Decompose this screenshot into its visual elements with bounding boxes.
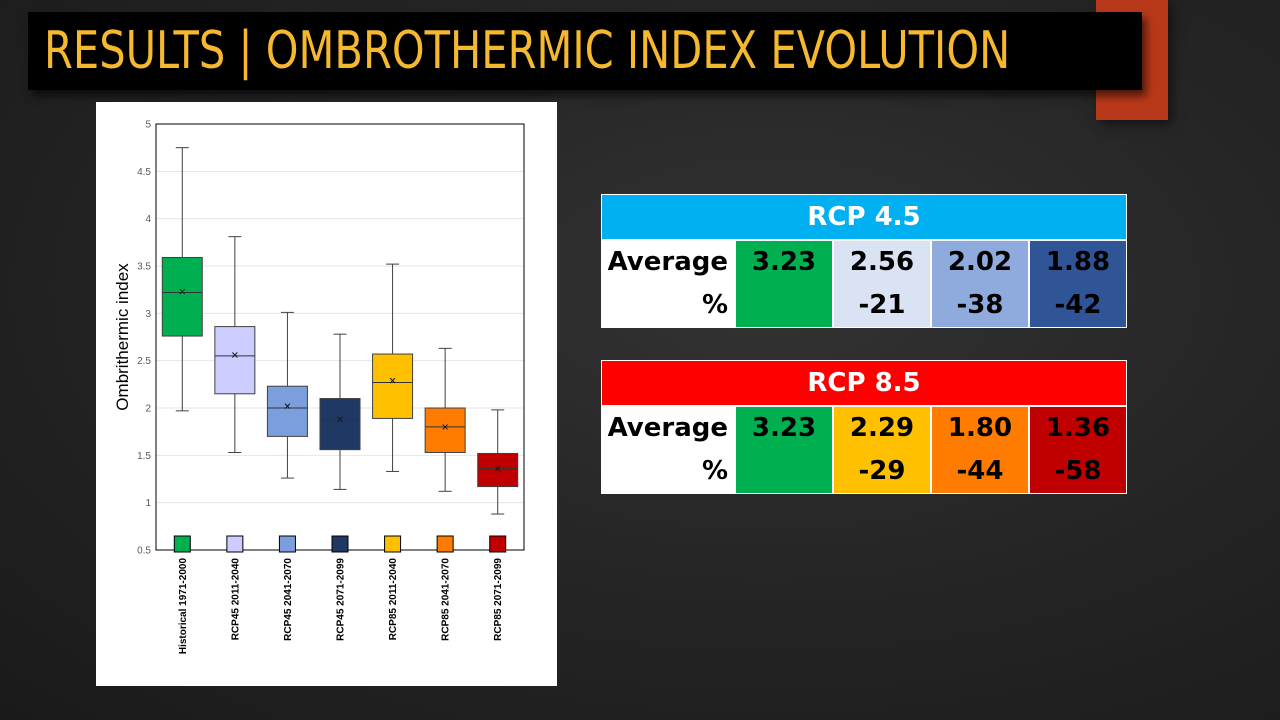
chart-panel: 5 4.5 4 3.5 3 2.5 2 1.5 1 0.5 Ombrithermic index Hi… bbox=[96, 102, 557, 686]
mean-marker bbox=[284, 403, 291, 409]
rcp45-average-2011-2040: 2.56 bbox=[849, 247, 915, 277]
category-swatch bbox=[331, 535, 349, 553]
category-swatch bbox=[489, 535, 507, 553]
page-title: RESULTS | OMBROTHERMIC INDEX EVOLUTION bbox=[44, 21, 1011, 81]
x-tick-label: RCP45 2011-2040 bbox=[230, 558, 241, 641]
rcp45-header: RCP 4.5 bbox=[602, 195, 1126, 239]
rcp85-average-2011-2040: 2.29 bbox=[849, 413, 915, 443]
rcp85-header: RCP 8.5 bbox=[602, 361, 1126, 405]
rcp45-average-2041-2070: 2.02 bbox=[947, 247, 1013, 277]
category-swatch bbox=[226, 535, 244, 553]
box-plot-chart: 5 4.5 4 3.5 3 2.5 2 1.5 1 0.5 Ombrithermic index Hi… bbox=[113, 120, 525, 655]
rcp85-cell-2011-2040: 2.29 -29 bbox=[834, 407, 930, 493]
rcp85-percent-2041-2070: -44 bbox=[956, 456, 1004, 486]
y-tick-label: 3 bbox=[145, 309, 151, 320]
y-tick-label: 0.5 bbox=[137, 546, 151, 557]
mean-marker bbox=[232, 352, 238, 358]
box-iqr bbox=[319, 398, 361, 451]
y-tick-label: 4.5 bbox=[137, 167, 151, 178]
title-bar: RESULTS | OMBROTHERMIC INDEX EVOLUTION bbox=[28, 12, 1142, 90]
box-iqr bbox=[372, 353, 414, 419]
rcp45-percent-2011-2040: -21 bbox=[858, 290, 906, 320]
rcp45-average-2071-2099: 1.88 bbox=[1045, 247, 1111, 277]
y-tick-label: 2 bbox=[145, 404, 151, 415]
y-tick-label: 5 bbox=[145, 120, 151, 131]
mean-marker bbox=[179, 288, 186, 295]
rcp45-body: Average % 3.23 2.56 -21 2.02 -38 1.88 -4… bbox=[602, 241, 1126, 327]
rcp45-cell-historical: 3.23 bbox=[736, 241, 832, 327]
rcp85-percent-2011-2040: -29 bbox=[858, 456, 906, 486]
category-swatch bbox=[173, 535, 191, 553]
rcp45-average-historical: 3.23 bbox=[751, 247, 817, 277]
rcp45-average-label: Average bbox=[602, 241, 734, 284]
box-iqr bbox=[214, 326, 256, 395]
y-tick-label: 4 bbox=[145, 214, 151, 225]
category-swatch bbox=[278, 535, 296, 553]
y-tick-label: 3.5 bbox=[137, 262, 151, 273]
rcp85-average-2041-2070: 1.80 bbox=[947, 413, 1013, 443]
x-tick-label: RCP85 2011-2040 bbox=[388, 558, 399, 641]
rcp85-average-2071-2099: 1.36 bbox=[1045, 413, 1111, 443]
rcp85-table: RCP 8.5 Average % 3.23 2.29 -29 1.80 -44… bbox=[601, 360, 1127, 494]
mean-marker bbox=[389, 377, 396, 384]
box-iqr bbox=[266, 385, 308, 437]
rcp45-percent-2071-2099: -42 bbox=[1054, 290, 1102, 320]
y-tick-label: 1 bbox=[145, 498, 151, 509]
x-tick-label: Historical 1971-2000 bbox=[178, 558, 189, 655]
rcp45-table: RCP 4.5 Average % 3.23 2.56 -21 2.02 -38… bbox=[601, 194, 1127, 328]
mean-marker bbox=[337, 416, 343, 423]
rcp45-percent-label: % bbox=[602, 284, 734, 327]
rcp45-cell-2011-2040: 2.56 -21 bbox=[834, 241, 930, 327]
box-iqr bbox=[161, 256, 203, 337]
x-tick-label: RCP45 2071-2099 bbox=[336, 558, 347, 641]
category-swatch bbox=[436, 535, 454, 553]
category-swatch bbox=[384, 535, 402, 553]
rcp45-percent-2041-2070: -38 bbox=[956, 290, 1004, 320]
rcp45-cell-2071-2099: 1.88 -42 bbox=[1030, 241, 1126, 327]
rcp85-cell-2071-2099: 1.36 -58 bbox=[1030, 407, 1126, 493]
rcp85-average-label: Average bbox=[602, 407, 734, 450]
box-iqr bbox=[424, 407, 466, 453]
rcp85-cell-historical: 3.23 bbox=[736, 407, 832, 493]
y-tick-label: 2.5 bbox=[137, 356, 151, 367]
mean-marker bbox=[494, 465, 501, 472]
rcp85-body: Average % 3.23 2.29 -29 1.80 -44 1.36 -5… bbox=[602, 407, 1126, 493]
rcp85-cell-2041-2070: 1.80 -44 bbox=[932, 407, 1028, 493]
y-axis-title: Ombrithermic index bbox=[113, 263, 132, 411]
y-tick-label: 1.5 bbox=[137, 451, 151, 462]
x-tick-label: RCP45 2041-2070 bbox=[283, 558, 294, 641]
rcp85-percent-label: % bbox=[602, 450, 734, 493]
rcp45-cell-2041-2070: 2.02 -38 bbox=[932, 241, 1028, 327]
x-tick-label: RCP85 2041-2070 bbox=[441, 558, 452, 641]
rcp85-average-historical: 3.23 bbox=[751, 413, 817, 443]
mean-marker bbox=[442, 424, 448, 430]
x-tick-label: RCP85 2071-2099 bbox=[493, 558, 504, 641]
rcp85-percent-2071-2099: -58 bbox=[1054, 456, 1102, 486]
box-iqr bbox=[477, 452, 519, 488]
